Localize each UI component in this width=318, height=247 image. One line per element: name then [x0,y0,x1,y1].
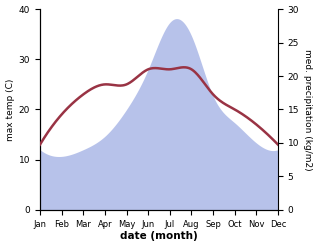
Y-axis label: med. precipitation (kg/m2): med. precipitation (kg/m2) [303,49,313,170]
Y-axis label: max temp (C): max temp (C) [5,78,15,141]
X-axis label: date (month): date (month) [120,231,198,242]
